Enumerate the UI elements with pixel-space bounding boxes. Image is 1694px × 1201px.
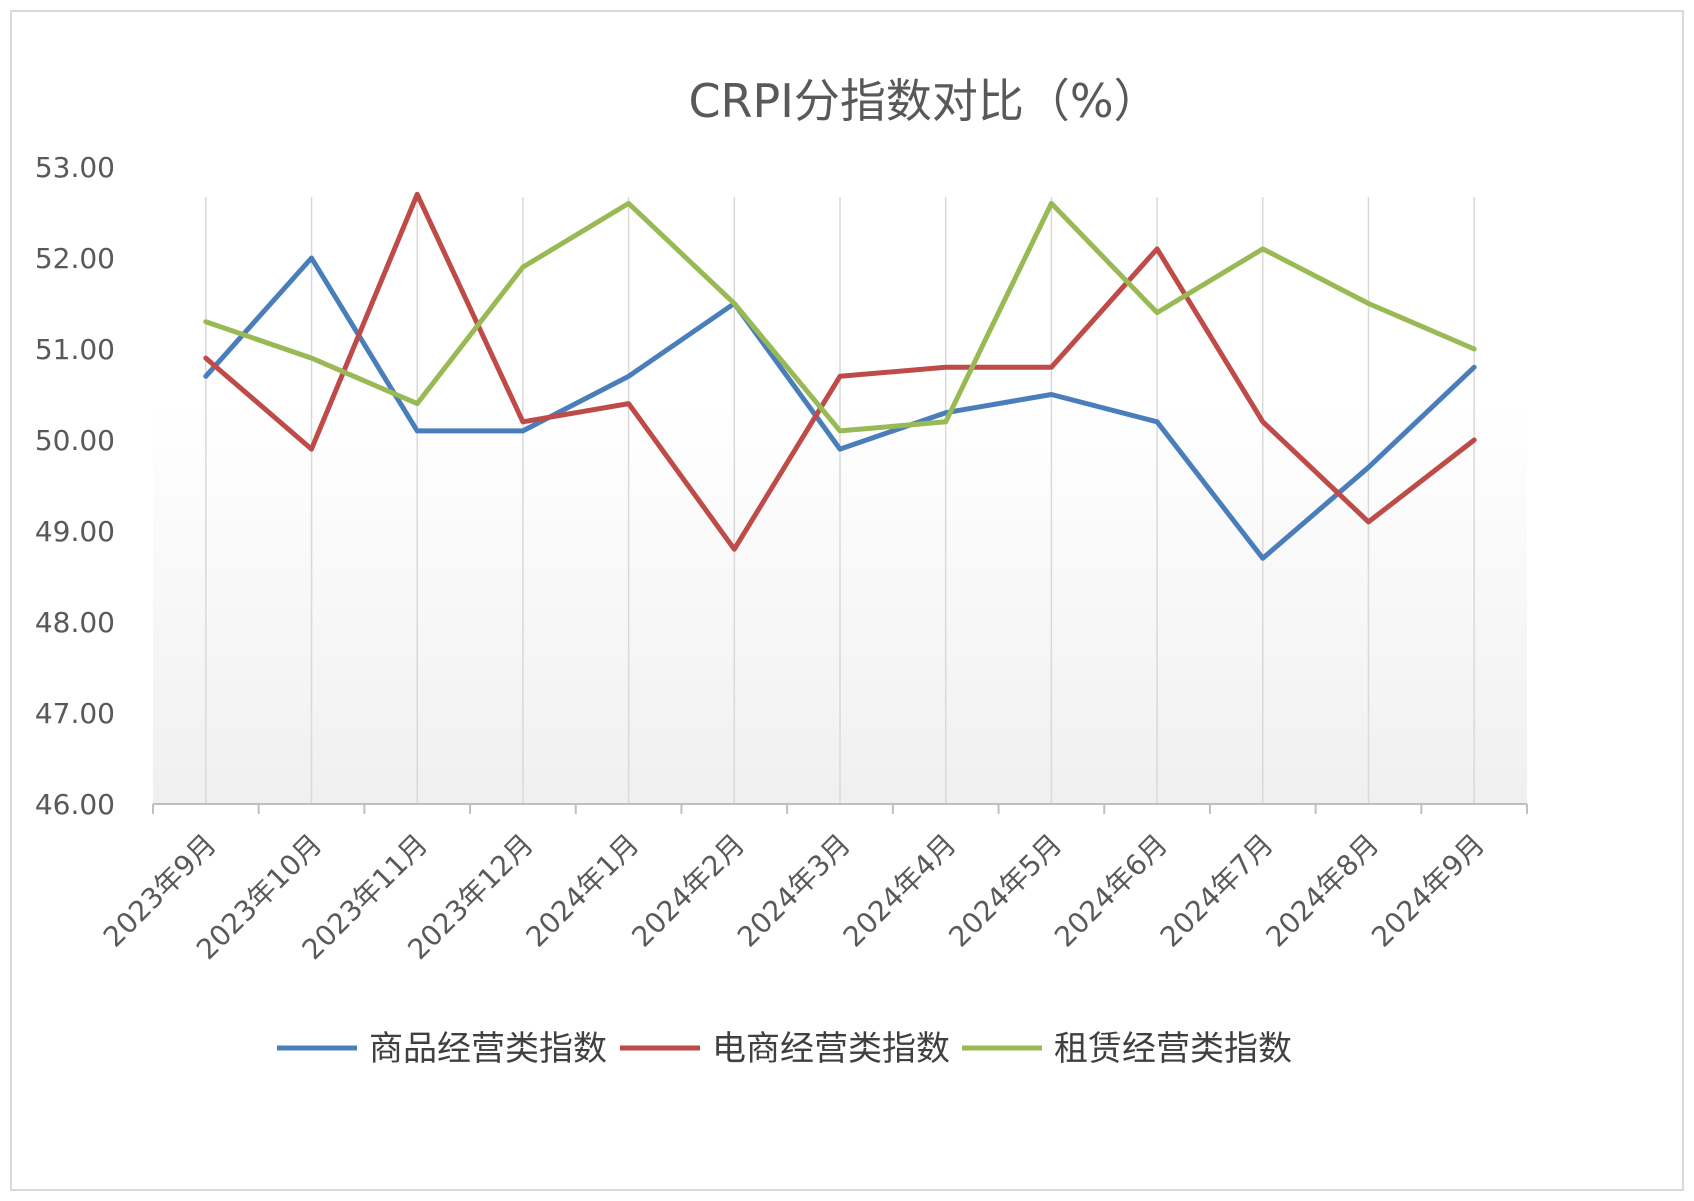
y-tick-label: 47.00	[35, 697, 115, 730]
y-tick-label: 51.00	[35, 333, 115, 366]
x-tick-label: 2024年4月	[837, 828, 963, 954]
y-tick-label: 53.00	[35, 151, 115, 184]
plot-area: 46.00 47.00 48.00 49.00 50.00 51.00 52.00 53.00…	[35, 151, 1528, 966]
x-tick-label: 2024年9月	[1365, 828, 1491, 954]
x-tick-label: 2024年2月	[625, 828, 751, 954]
y-tick-label: 50.00	[35, 424, 115, 457]
y-tick-label: 52.00	[35, 242, 115, 275]
series-line-3	[203, 200, 1477, 434]
line-chart: CRPI分指数对比（%） 46.00 47.00 48.00 49.00 50.00 51…	[35, 74, 1528, 1069]
x-tick-label: 2024年6月	[1048, 828, 1174, 954]
legend-label-1: 商品经营类指数	[369, 1029, 607, 1069]
y-tick-label: 48.00	[35, 606, 115, 639]
x-tick-label: 2024年8月	[1259, 828, 1385, 954]
series-line-1	[203, 255, 1477, 561]
y-tick-label: 49.00	[35, 515, 115, 548]
chart-title: CRPI分指数对比（%）	[688, 74, 1159, 128]
legend-label-2: 电商经营类指数	[712, 1029, 950, 1069]
x-tick-label: 2024年5月	[942, 828, 1068, 954]
x-tick-label: 2024年3月	[731, 828, 857, 954]
legend-label-3: 租赁经营类指数	[1054, 1029, 1292, 1069]
x-tick-label: 2024年7月	[1154, 828, 1280, 954]
legend: 商品经营类指数 电商经营类指数 租赁经营类指数	[277, 1029, 1292, 1069]
y-tick-label: 46.00	[35, 788, 115, 821]
series-line-2	[203, 191, 1477, 552]
x-tick-label: 2024年1月	[520, 828, 646, 954]
chart-frame: CRPI分指数对比（%） 46.00 47.00 48.00 49.00 50.00 51…	[10, 10, 1684, 1191]
